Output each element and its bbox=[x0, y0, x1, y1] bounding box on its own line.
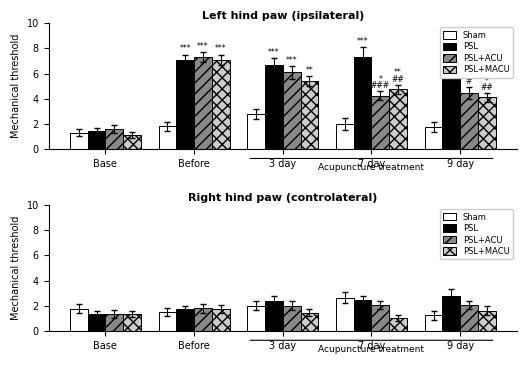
Bar bbox=[265, 65, 283, 149]
Bar bbox=[460, 305, 478, 331]
Legend: Sham, PSL, PSL+ACU, PSL+MACU: Sham, PSL, PSL+ACU, PSL+MACU bbox=[440, 209, 513, 260]
Bar bbox=[88, 131, 106, 149]
Text: ##: ## bbox=[480, 83, 493, 92]
Text: #: # bbox=[466, 77, 472, 86]
Bar bbox=[247, 306, 265, 331]
Text: ***: *** bbox=[180, 45, 191, 53]
Bar bbox=[265, 301, 283, 331]
Text: *: * bbox=[379, 74, 382, 84]
Text: **: ** bbox=[394, 68, 402, 77]
Bar bbox=[336, 124, 354, 149]
Bar bbox=[283, 306, 300, 331]
Title: Right hind paw (controlateral): Right hind paw (controlateral) bbox=[188, 193, 378, 203]
Text: ###: ### bbox=[371, 81, 390, 90]
Bar bbox=[176, 60, 194, 149]
Bar bbox=[123, 135, 141, 149]
Bar bbox=[460, 93, 478, 149]
Bar bbox=[106, 314, 123, 331]
Bar bbox=[442, 65, 460, 149]
Text: Acupuncture treatment: Acupuncture treatment bbox=[318, 163, 425, 172]
Bar bbox=[354, 57, 371, 149]
Text: Acupuncture treatment: Acupuncture treatment bbox=[318, 345, 425, 354]
Bar bbox=[88, 314, 106, 331]
Bar bbox=[70, 133, 88, 149]
Bar bbox=[123, 314, 141, 331]
Bar bbox=[389, 89, 407, 149]
Text: **: ** bbox=[306, 66, 313, 75]
Bar bbox=[300, 81, 318, 149]
Bar bbox=[300, 312, 318, 331]
Text: ***: *** bbox=[197, 42, 209, 51]
Bar bbox=[158, 126, 176, 149]
Bar bbox=[354, 300, 371, 331]
Bar bbox=[389, 318, 407, 331]
Y-axis label: Mechanical threshold: Mechanical threshold bbox=[11, 216, 21, 320]
Bar bbox=[158, 312, 176, 331]
Text: ***: *** bbox=[446, 46, 457, 55]
Bar bbox=[371, 96, 389, 149]
Bar bbox=[176, 310, 194, 331]
Bar bbox=[212, 309, 230, 331]
Legend: Sham, PSL, PSL+ACU, PSL+MACU: Sham, PSL, PSL+ACU, PSL+MACU bbox=[440, 27, 513, 78]
Bar bbox=[194, 308, 212, 331]
Y-axis label: Mechanical threshold: Mechanical threshold bbox=[11, 34, 21, 138]
Text: ***: *** bbox=[215, 45, 227, 53]
Bar bbox=[106, 129, 123, 149]
Bar bbox=[478, 97, 496, 149]
Bar bbox=[336, 297, 354, 331]
Text: *: * bbox=[485, 77, 489, 85]
Bar bbox=[70, 309, 88, 331]
Text: ***: *** bbox=[286, 56, 297, 65]
Bar bbox=[371, 305, 389, 331]
Bar bbox=[194, 57, 212, 149]
Text: ##: ## bbox=[392, 74, 404, 84]
Text: ***: *** bbox=[357, 37, 369, 46]
Bar bbox=[478, 311, 496, 331]
Text: ***: *** bbox=[268, 48, 280, 57]
Bar bbox=[283, 72, 300, 149]
Bar bbox=[442, 296, 460, 331]
Bar bbox=[247, 114, 265, 149]
Text: **: ** bbox=[465, 71, 473, 80]
Bar bbox=[425, 127, 442, 149]
Bar bbox=[425, 315, 442, 331]
Title: Left hind paw (ipsilateral): Left hind paw (ipsilateral) bbox=[202, 11, 364, 21]
Bar bbox=[212, 60, 230, 149]
